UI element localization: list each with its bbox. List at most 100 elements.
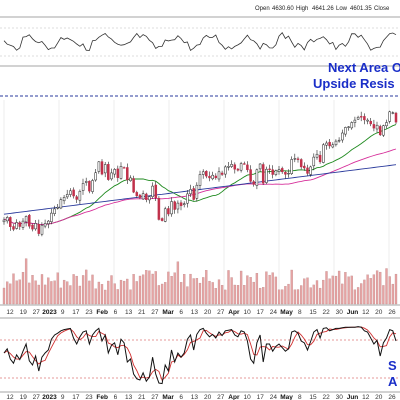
x-tick-label-bottom: 17 xyxy=(257,394,265,400)
volume-bar xyxy=(217,279,221,305)
candle xyxy=(157,198,161,220)
x-tick-label-bottom: 22 xyxy=(322,394,330,400)
candle xyxy=(258,163,262,170)
volume-bar xyxy=(6,281,9,305)
candle xyxy=(15,222,18,229)
candle xyxy=(287,172,290,175)
low-label: Low xyxy=(336,6,348,12)
candle xyxy=(265,168,268,183)
candle xyxy=(154,184,158,198)
candle xyxy=(97,161,101,172)
candle xyxy=(34,223,37,230)
candle xyxy=(325,142,328,146)
candle xyxy=(135,192,139,197)
volume-bar xyxy=(145,270,148,305)
x-tick-label-bottom: 21 xyxy=(138,394,146,400)
volume-bar xyxy=(236,285,240,305)
candle xyxy=(366,119,369,122)
volume-bar xyxy=(179,282,183,305)
x-tick-label-bottom: 27 xyxy=(217,394,225,400)
candle xyxy=(271,169,274,175)
volume-bar xyxy=(186,286,189,305)
candle xyxy=(72,189,75,197)
candle xyxy=(322,144,325,163)
volume-bar xyxy=(239,270,243,305)
volume-bar xyxy=(21,272,25,305)
volume-bar xyxy=(72,274,75,305)
candle xyxy=(375,124,379,130)
x-tick-label-bottom: May xyxy=(280,394,293,400)
candle xyxy=(261,164,265,184)
x-tick-label-bottom: 30 xyxy=(336,394,344,400)
candle xyxy=(113,169,116,175)
candle xyxy=(227,166,230,168)
candle xyxy=(116,168,120,178)
volume-bar xyxy=(315,280,319,305)
candle xyxy=(145,193,148,200)
candle xyxy=(277,169,281,172)
volume-bar xyxy=(18,279,21,305)
candle xyxy=(344,127,347,135)
x-tick-label: 9 xyxy=(61,309,65,316)
volume-bar xyxy=(62,279,66,305)
volume-bar xyxy=(154,271,157,305)
candle xyxy=(119,166,123,179)
top-oscillator-line xyxy=(3,32,397,52)
close-label: Close xyxy=(374,6,390,12)
volume-bars xyxy=(2,258,398,305)
x-tick-label: Mar xyxy=(162,309,174,316)
volume-bar xyxy=(224,289,227,305)
x-tick-label-bottom: 13 xyxy=(125,394,133,400)
volume-bar xyxy=(138,275,142,305)
volume-bar xyxy=(325,271,328,305)
volume-bar xyxy=(88,280,91,305)
x-tick-label: 12 xyxy=(6,309,14,316)
x-tick-label-bottom: 12 xyxy=(362,394,370,400)
candle xyxy=(173,201,176,210)
volume-bar xyxy=(129,289,132,305)
x-tick-label-bottom: 6 xyxy=(179,394,183,400)
volume-bar xyxy=(265,271,268,305)
x-tick-label-bottom: 10 xyxy=(243,394,251,400)
volume-bar xyxy=(360,283,363,305)
x-tick-label: 27 xyxy=(217,309,225,316)
candle xyxy=(94,172,97,181)
candle xyxy=(293,158,297,160)
x-tick-label: 27 xyxy=(33,309,41,316)
candle xyxy=(56,207,60,209)
candle xyxy=(100,161,104,175)
candle xyxy=(205,170,208,177)
volume-bar xyxy=(192,278,195,305)
candle xyxy=(347,126,350,128)
x-tick-label: 22 xyxy=(322,309,330,316)
volume-bar xyxy=(24,258,28,305)
volume-bar xyxy=(214,288,217,305)
candle xyxy=(350,122,354,129)
volume-bar xyxy=(230,277,233,305)
volume-bar xyxy=(85,269,88,305)
volume-bar xyxy=(53,280,56,305)
candle xyxy=(255,169,259,186)
candle xyxy=(47,220,50,225)
volume-bar xyxy=(195,278,199,305)
candle xyxy=(388,111,391,122)
x-tick-label: Feb xyxy=(96,309,108,316)
x-tick-label: 6 xyxy=(179,309,183,316)
candle xyxy=(303,165,306,169)
price-candles xyxy=(2,110,398,237)
x-tick-label: 8 xyxy=(298,309,302,316)
volume-bar xyxy=(47,277,50,305)
volume-bar xyxy=(284,286,287,305)
candle xyxy=(24,216,28,223)
volume-bar xyxy=(164,282,167,305)
volume-bar xyxy=(249,277,252,305)
candle xyxy=(198,174,202,186)
x-tick-label: 6 xyxy=(114,309,118,316)
candle xyxy=(69,190,72,195)
volume-bar xyxy=(31,275,34,305)
x-tick-label-bottom: 12 xyxy=(6,394,14,400)
annotation-bottom-line2: A xyxy=(388,374,398,389)
stochastic-panel xyxy=(0,326,400,385)
candle xyxy=(211,174,214,180)
